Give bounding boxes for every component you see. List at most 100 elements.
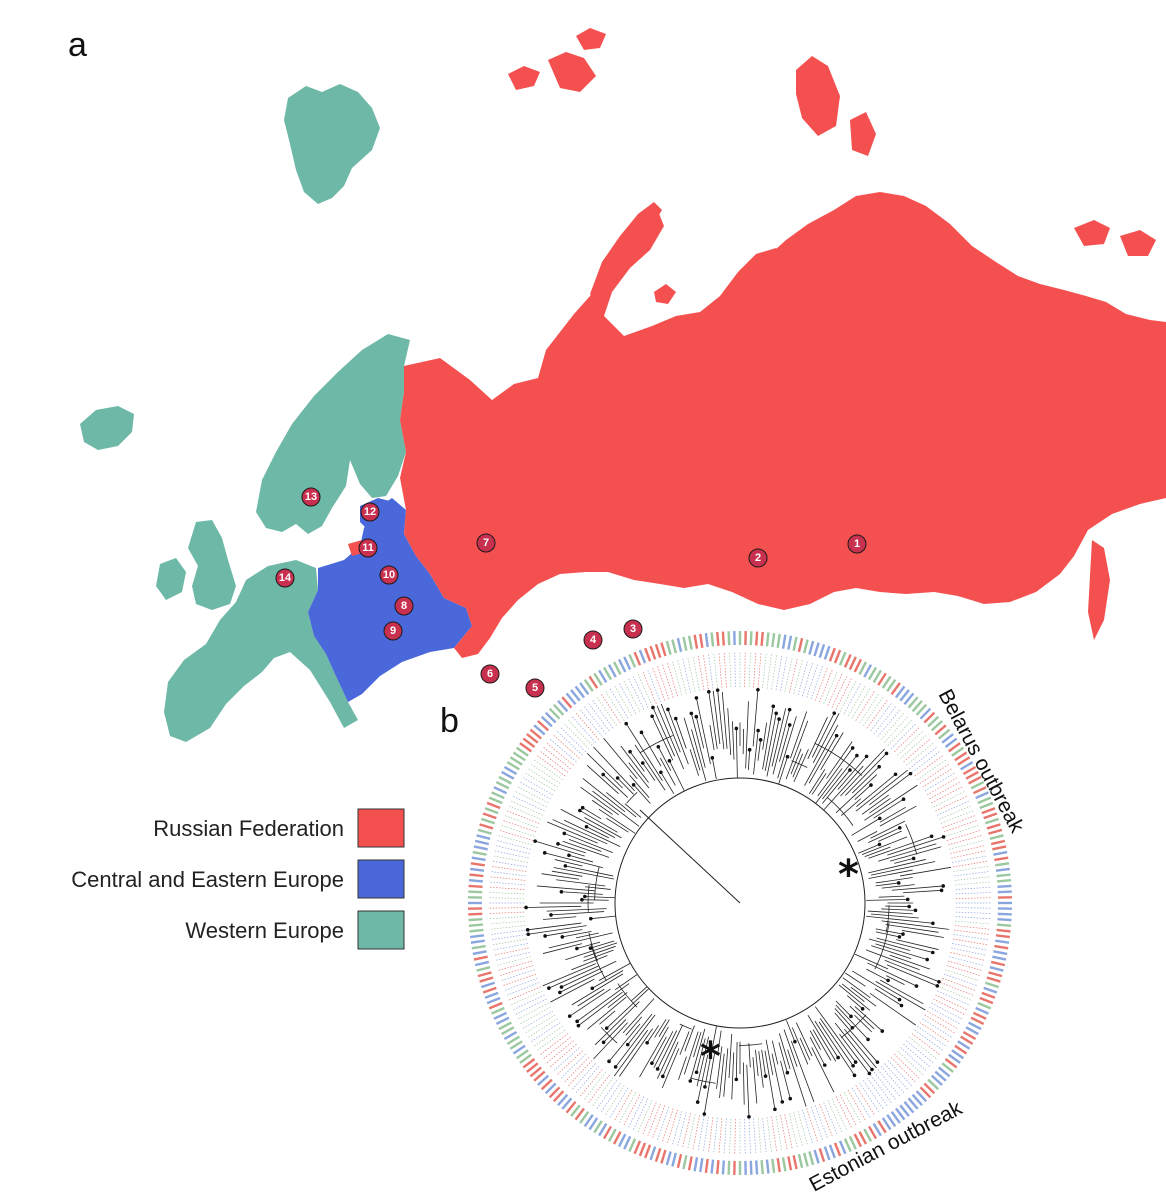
tree-leaf-tick — [515, 746, 529, 757]
map-marker[interactable]: 12 — [360, 502, 380, 522]
tree-leaf-tick — [471, 944, 486, 950]
map-marker[interactable]: 2 — [748, 548, 768, 568]
tree-leaf-tick — [529, 728, 542, 740]
legend-item: Central and Eastern Europe — [71, 859, 405, 899]
map-marker[interactable]: 9 — [383, 621, 403, 641]
map-marker[interactable]: 4 — [583, 630, 603, 650]
tree-leaf-label — [651, 1105, 666, 1140]
tree-branch — [586, 752, 623, 789]
tree-node-dot — [941, 884, 945, 888]
tree-branch — [878, 843, 937, 862]
map-marker-label: 14 — [279, 572, 292, 584]
tree-leaf-label — [535, 1029, 566, 1052]
tree-leaf-label — [666, 1109, 678, 1145]
tree-leaf-label — [835, 677, 853, 710]
tree-leaf-label — [734, 1118, 736, 1155]
tree-leaf-label — [806, 1108, 819, 1143]
tree-node-dot — [937, 979, 941, 984]
tree-leaf-label — [718, 651, 723, 688]
tree-leaf-label — [900, 1047, 928, 1072]
tree-leaf-tick — [480, 981, 495, 989]
tree-node-dot — [929, 834, 934, 839]
tree-leaf-label — [937, 800, 971, 816]
map-marker[interactable]: 1 — [847, 534, 867, 554]
tree-leaf-tick — [899, 689, 910, 702]
tree-leaf-tick — [981, 991, 996, 999]
map-marker-label: 12 — [364, 506, 376, 518]
tree-node-dot — [907, 904, 911, 909]
tree-leaf-tick — [477, 828, 492, 835]
tree-leaf-tick — [899, 1104, 910, 1117]
tree-leaf-label — [600, 692, 621, 724]
map-marker[interactable]: 7 — [476, 533, 496, 553]
tree-branch — [748, 1043, 751, 1068]
tree-leaf-label — [753, 651, 757, 688]
tree-leaf-tick — [477, 971, 492, 978]
tree-leaf-label — [552, 1047, 580, 1072]
tree-leaf-label — [810, 664, 824, 700]
tree-leaf-label — [622, 1094, 641, 1127]
tree-leaf-label — [797, 1110, 809, 1146]
tree-leaf-label — [708, 652, 714, 689]
tree-leaf-label — [495, 839, 531, 850]
tree-clade-arc — [791, 760, 808, 768]
tree-leaf-tick — [570, 1104, 581, 1117]
tree-leaf-tick — [488, 796, 503, 805]
map-marker[interactable]: 8 — [394, 596, 414, 616]
tree-leaf-tick — [671, 639, 678, 654]
tree-branch — [547, 821, 598, 844]
tree-leaf-tick — [579, 1111, 590, 1124]
tree-node-dot — [655, 1067, 660, 1071]
tree-branch — [622, 998, 655, 1034]
tree-branch — [868, 835, 932, 859]
tree-leaf-tick — [797, 637, 804, 653]
tree-leaf-tick — [617, 1133, 627, 1148]
tree-leaf-tick — [890, 682, 901, 695]
map-marker[interactable]: 10 — [379, 565, 399, 585]
tree-leaf-label — [651, 666, 666, 701]
map-region-russian-federation — [348, 28, 1166, 658]
tree-branch — [899, 866, 952, 877]
tree-branch — [544, 852, 604, 869]
tree-branch — [727, 708, 732, 756]
tree-branch — [777, 716, 797, 779]
tree-node-dot — [694, 714, 699, 719]
map-marker[interactable]: 3 — [623, 619, 643, 639]
tree-node-dot — [673, 716, 678, 721]
tree-leaf-tick — [981, 807, 996, 815]
tree-leaf-label — [622, 679, 641, 712]
tree-branch — [834, 1012, 878, 1063]
tree-leaf-label — [545, 742, 574, 766]
tree-leaf-tick — [990, 960, 1006, 967]
tree-node-dot — [650, 714, 654, 719]
tree-leaf-tick — [970, 780, 985, 790]
map-marker[interactable]: 14 — [275, 568, 295, 588]
tree-leaf-label — [940, 809, 975, 824]
franz-josef-land-shape — [508, 28, 606, 92]
tree-leaf-label — [855, 1085, 876, 1116]
tree-leaf-tick — [638, 1142, 647, 1157]
map-marker[interactable]: 6 — [480, 664, 500, 684]
tree-leaf-tick — [602, 666, 613, 681]
map-marker[interactable]: 11 — [358, 538, 378, 558]
tree-branch — [578, 991, 623, 1026]
tree-leaf-tick — [503, 1030, 518, 1041]
kolguev-shape — [654, 284, 676, 304]
tree-leaf-label — [775, 1115, 783, 1152]
tree-leaf-tick — [522, 1058, 536, 1069]
tree-node-dot — [884, 751, 889, 756]
tree-leaf-tick — [472, 850, 487, 856]
tree-leaf-label — [909, 746, 938, 770]
tree-leaf-label — [507, 986, 542, 1001]
tree-leaf-label — [847, 684, 867, 717]
tree-leaf-tick — [957, 1040, 971, 1050]
tree-branch — [591, 799, 613, 815]
tree-leaf-label — [922, 767, 953, 788]
tree-node-dot — [703, 1085, 707, 1089]
map-marker[interactable]: 5 — [525, 678, 545, 698]
tree-leaf-label — [955, 897, 992, 899]
map-marker[interactable]: 13 — [301, 487, 321, 507]
tree-leaf-label — [903, 738, 931, 763]
tree-branch — [757, 739, 762, 761]
tree-leaf-tick — [938, 1066, 951, 1078]
